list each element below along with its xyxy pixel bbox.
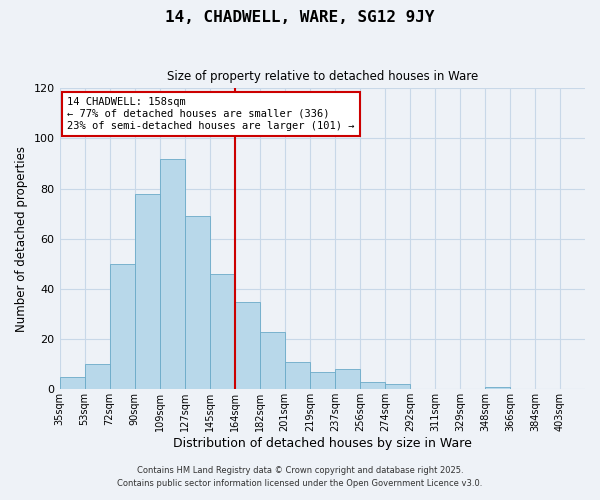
- X-axis label: Distribution of detached houses by size in Ware: Distribution of detached houses by size …: [173, 437, 472, 450]
- Text: 14, CHADWELL, WARE, SG12 9JY: 14, CHADWELL, WARE, SG12 9JY: [165, 10, 435, 25]
- Bar: [110, 264, 134, 390]
- Bar: [260, 332, 285, 390]
- Bar: [310, 372, 335, 390]
- Bar: [59, 377, 85, 390]
- Text: Contains HM Land Registry data © Crown copyright and database right 2025.
Contai: Contains HM Land Registry data © Crown c…: [118, 466, 482, 487]
- Bar: [335, 369, 360, 390]
- Title: Size of property relative to detached houses in Ware: Size of property relative to detached ho…: [167, 70, 478, 83]
- Bar: [360, 382, 385, 390]
- Bar: [134, 194, 160, 390]
- Bar: [235, 302, 260, 390]
- Bar: [85, 364, 110, 390]
- Text: 14 CHADWELL: 158sqm
← 77% of detached houses are smaller (336)
23% of semi-detac: 14 CHADWELL: 158sqm ← 77% of detached ho…: [67, 98, 355, 130]
- Bar: [209, 274, 235, 390]
- Bar: [160, 158, 185, 390]
- Bar: [185, 216, 209, 390]
- Bar: [285, 362, 310, 390]
- Bar: [385, 384, 410, 390]
- Bar: [485, 387, 510, 390]
- Y-axis label: Number of detached properties: Number of detached properties: [15, 146, 28, 332]
